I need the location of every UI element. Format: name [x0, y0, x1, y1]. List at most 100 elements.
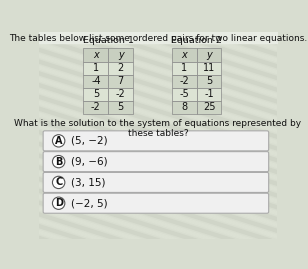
Bar [108, 62, 133, 75]
Polygon shape [0, 32, 308, 239]
Polygon shape [0, 32, 235, 239]
FancyBboxPatch shape [43, 131, 269, 151]
Bar [108, 75, 133, 88]
Polygon shape [0, 32, 216, 239]
Bar [172, 48, 197, 62]
Text: 8: 8 [181, 102, 187, 112]
Polygon shape [0, 32, 86, 239]
Polygon shape [165, 32, 308, 239]
Polygon shape [72, 32, 308, 239]
Text: Equation 2: Equation 2 [171, 36, 222, 45]
Polygon shape [184, 32, 308, 239]
Text: (5, −2): (5, −2) [71, 136, 108, 146]
Text: -2: -2 [179, 76, 189, 86]
Bar [197, 48, 221, 62]
Text: -2: -2 [116, 89, 126, 99]
Polygon shape [0, 32, 308, 239]
Text: 5: 5 [118, 102, 124, 112]
Text: -5: -5 [179, 89, 189, 99]
Text: y: y [206, 50, 212, 60]
Polygon shape [0, 32, 308, 239]
Polygon shape [128, 32, 308, 239]
Polygon shape [53, 32, 308, 239]
Bar [83, 75, 108, 88]
Polygon shape [0, 32, 308, 239]
Polygon shape [0, 32, 308, 239]
Text: C: C [55, 178, 62, 187]
Polygon shape [0, 32, 308, 239]
Text: -4: -4 [91, 76, 101, 86]
Polygon shape [34, 32, 308, 239]
Polygon shape [16, 32, 308, 239]
Polygon shape [221, 32, 308, 239]
Bar [197, 101, 221, 114]
Polygon shape [0, 32, 253, 239]
Text: 7: 7 [118, 76, 124, 86]
Polygon shape [0, 32, 142, 239]
Text: -2: -2 [91, 102, 101, 112]
Text: D: D [55, 198, 63, 208]
Bar [172, 75, 197, 88]
Text: B: B [55, 157, 62, 167]
Bar [197, 62, 221, 75]
Bar [83, 88, 108, 101]
Circle shape [52, 197, 65, 209]
Bar [83, 62, 108, 75]
Text: x: x [181, 50, 187, 60]
Polygon shape [0, 32, 308, 239]
Bar [172, 101, 197, 114]
Bar [108, 88, 133, 101]
Polygon shape [0, 32, 308, 239]
Polygon shape [295, 32, 308, 239]
Polygon shape [146, 32, 308, 239]
Polygon shape [0, 32, 308, 239]
Polygon shape [0, 32, 308, 239]
Text: 2: 2 [118, 63, 124, 73]
Polygon shape [0, 32, 49, 239]
Text: The tables below list some ordered pairs for two linear equations.: The tables below list some ordered pairs… [9, 34, 307, 43]
Text: A: A [55, 136, 63, 146]
Text: 1: 1 [181, 63, 187, 73]
Polygon shape [91, 32, 308, 239]
Polygon shape [109, 32, 308, 239]
Polygon shape [239, 32, 308, 239]
Bar [108, 48, 133, 62]
Bar [172, 62, 197, 75]
Text: (3, 15): (3, 15) [71, 178, 106, 187]
Text: 25: 25 [203, 102, 215, 112]
Polygon shape [0, 32, 272, 239]
Text: (−2, 5): (−2, 5) [71, 198, 108, 208]
Bar [172, 88, 197, 101]
Polygon shape [258, 32, 308, 239]
Polygon shape [0, 32, 197, 239]
Text: Equation 1: Equation 1 [83, 36, 134, 45]
FancyBboxPatch shape [43, 172, 269, 192]
Polygon shape [0, 32, 308, 239]
Text: -1: -1 [204, 89, 214, 99]
Text: 1: 1 [93, 63, 99, 73]
Polygon shape [0, 32, 308, 239]
Bar [108, 101, 133, 114]
Bar [83, 48, 108, 62]
Text: 11: 11 [203, 63, 215, 73]
Bar [197, 75, 221, 88]
Text: 5: 5 [93, 89, 99, 99]
Polygon shape [0, 32, 308, 239]
Polygon shape [0, 32, 308, 239]
Circle shape [52, 155, 65, 168]
Polygon shape [0, 32, 104, 239]
Polygon shape [0, 32, 290, 239]
Polygon shape [276, 32, 308, 239]
Polygon shape [0, 32, 123, 239]
Polygon shape [0, 32, 308, 239]
Circle shape [52, 176, 65, 189]
FancyBboxPatch shape [43, 193, 269, 213]
Text: (9, −6): (9, −6) [71, 157, 108, 167]
Bar [197, 88, 221, 101]
Polygon shape [0, 32, 308, 239]
Text: What is the solution to the system of equations represented by these tables?: What is the solution to the system of eq… [14, 119, 302, 138]
Text: x: x [93, 50, 99, 60]
Polygon shape [0, 32, 308, 239]
Polygon shape [0, 32, 160, 239]
Polygon shape [0, 32, 67, 239]
